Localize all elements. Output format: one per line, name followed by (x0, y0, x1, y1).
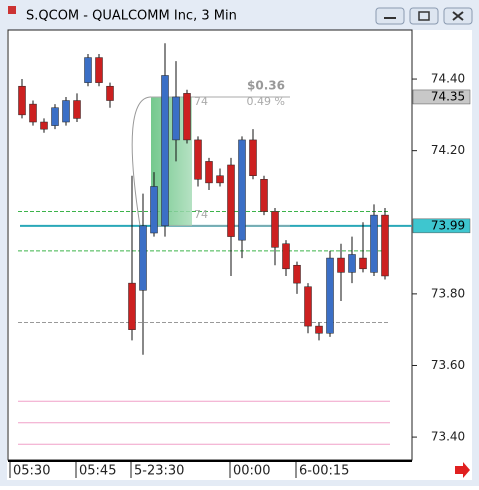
candle-body (282, 243, 290, 270)
plot-area (7, 29, 413, 461)
candle-body (73, 100, 81, 119)
scroll-arrow[interactable] (455, 462, 470, 478)
candle-body (348, 254, 356, 273)
candle-body (359, 257, 367, 270)
candle-body (249, 139, 257, 176)
candle-body (271, 211, 279, 248)
measure-start: 74 (194, 208, 208, 221)
price-marker-label: 74.35 (431, 89, 465, 103)
measure-change: $0.36 (247, 78, 285, 92)
candle-body (51, 107, 59, 126)
x-tick-label: 05:45 (79, 464, 116, 479)
x-tick-label: 05:30 (13, 464, 50, 479)
x-tick-label: 00:00 (233, 464, 270, 479)
candle-body (216, 175, 224, 184)
measure-curve (131, 96, 152, 226)
candle-body (227, 164, 235, 237)
price-marker-label: 73.99 (431, 218, 465, 232)
candle-body (337, 257, 345, 273)
candle-body (183, 93, 191, 141)
close-glyph (452, 11, 464, 21)
candle-body (29, 103, 37, 123)
minimize-button[interactable] (375, 7, 405, 25)
x-tick-label: 5-23:30 (134, 464, 184, 479)
candle-body (315, 325, 323, 334)
candle-body (150, 186, 158, 234)
candle-body (370, 214, 378, 273)
candle-body (205, 161, 213, 184)
maximize-button[interactable] (409, 7, 439, 25)
candle-body (172, 96, 180, 141)
candle-body (18, 85, 26, 116)
window-title: S.QCOM - QUALCOMM Inc, 3 Min (26, 9, 237, 24)
candle-body (106, 85, 114, 101)
candle-body (161, 75, 169, 227)
app-icon (8, 6, 16, 14)
candle-body (304, 286, 312, 327)
measure-percent: 0.49 % (247, 95, 285, 108)
candle-body (260, 179, 268, 212)
candle-body (84, 57, 92, 83)
candle-body (128, 282, 136, 330)
x-tick-label: 6-00:15 (299, 464, 349, 479)
price-marker (412, 218, 471, 234)
candle-body (326, 257, 334, 334)
y-tick-label: 73.80 (431, 286, 465, 300)
candle-body (293, 264, 301, 284)
y-tick-label: 74.20 (431, 143, 465, 157)
y-tick-label: 73.40 (431, 430, 465, 444)
measure-end: 74 (194, 95, 208, 108)
candle-body (238, 139, 246, 241)
candle-body (62, 100, 70, 123)
price-marker (412, 89, 471, 105)
y-tick-label: 74.40 (431, 72, 465, 86)
candle-body (194, 139, 202, 180)
y-tick-label: 73.60 (431, 358, 465, 372)
candle-body (40, 121, 48, 130)
candle-body (381, 214, 389, 277)
candle-body (95, 57, 103, 83)
candle-body (139, 225, 147, 291)
maximize-glyph (418, 11, 430, 21)
